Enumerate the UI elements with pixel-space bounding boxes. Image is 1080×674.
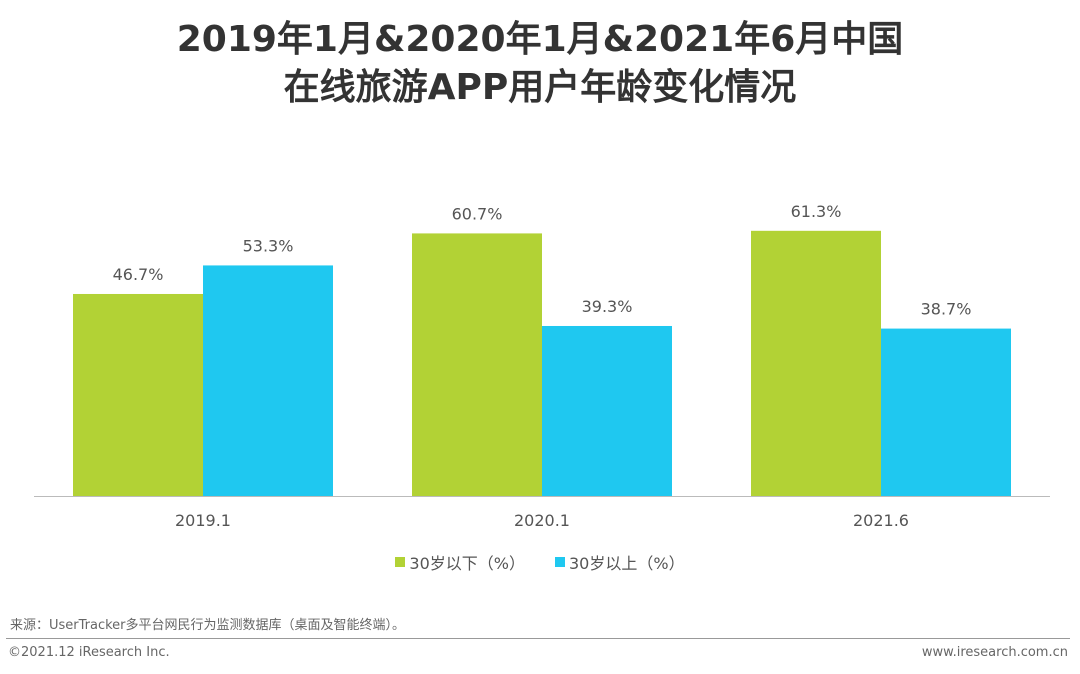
data-label: 61.3% [791, 202, 842, 221]
x-tick-label: 2019.1 [175, 511, 231, 530]
bar-2021.6-series-1 [881, 328, 1011, 496]
legend-swatch-blue [555, 557, 565, 567]
bar-2019.1-series-0 [73, 293, 203, 496]
data-label: 39.3% [582, 297, 633, 316]
legend-item-under-30: 30岁以下（%） [395, 550, 525, 574]
legend-item-over-30: 30岁以上（%） [555, 550, 685, 574]
bar-2020.1-series-0 [412, 233, 542, 496]
legend: 30岁以下（%） 30岁以上（%） [0, 550, 1080, 574]
legend-label: 30岁以上（%） [569, 554, 685, 573]
copyright: ©2021.12 iResearch Inc. [8, 645, 170, 660]
source-note: 来源：UserTracker多平台网民行为监测数据库（桌面及智能终端）。 [10, 618, 406, 633]
x-tick-label: 2020.1 [514, 511, 570, 530]
data-label: 38.7% [921, 300, 972, 319]
bar-2020.1-series-1 [542, 325, 672, 496]
data-label: 46.7% [113, 265, 164, 284]
footer-divider [6, 638, 1070, 639]
website: www.iresearch.com.cn [921, 645, 1068, 660]
bar-2021.6-series-0 [751, 230, 881, 496]
chart-title-line-2: 在线旅游APP用户年龄变化情况 [283, 67, 797, 108]
data-label: 60.7% [452, 204, 503, 223]
x-tick-label: 2021.6 [853, 511, 909, 530]
bar-chart: 46.7% 53.3% 2019.1 60.7% 39.3% 2020.1 61.3% 38.… [34, 202, 1050, 530]
legend-swatch-green [395, 557, 406, 567]
legend-label: 30岁以下（%） [409, 554, 525, 573]
data-label: 53.3% [243, 236, 294, 255]
bar-2019.1-series-1 [203, 265, 333, 496]
chart-title-line-1: 2019年1月&2020年1月&2021年6月中国 [176, 19, 904, 60]
